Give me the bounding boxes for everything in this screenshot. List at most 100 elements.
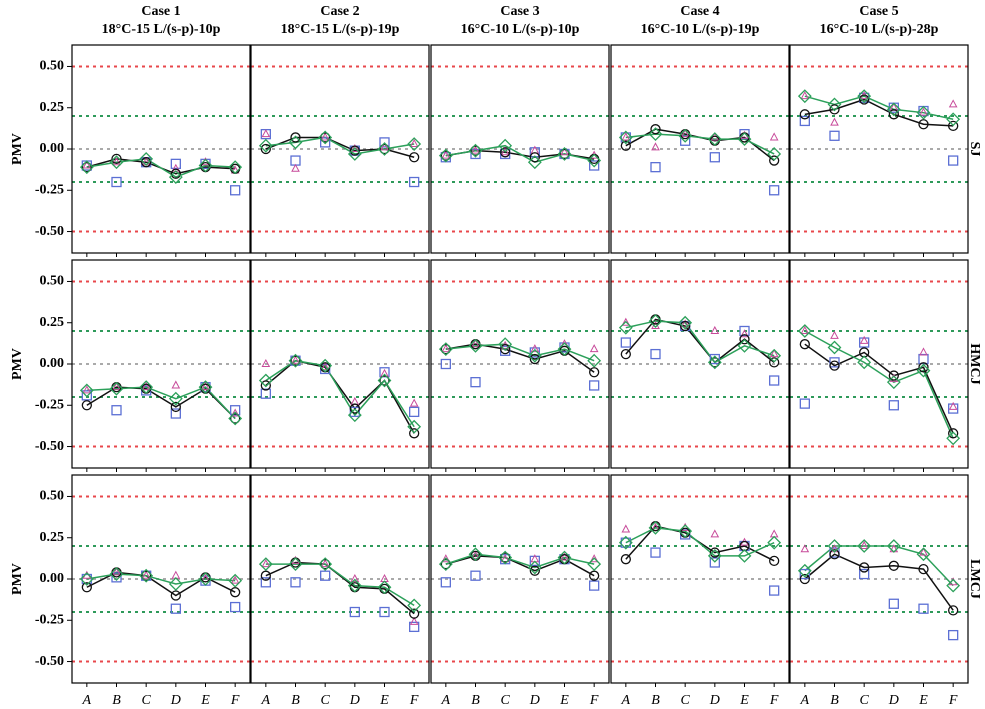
diamond-marker xyxy=(109,381,124,396)
diamond-marker xyxy=(916,105,931,120)
square-marker xyxy=(290,577,301,588)
triangle-marker xyxy=(471,550,480,559)
triangle-marker xyxy=(82,385,92,394)
diamond-marker xyxy=(707,132,722,147)
circle-marker xyxy=(349,403,360,414)
panel-frame xyxy=(430,259,610,469)
circle-marker xyxy=(559,148,570,160)
diamond-marker xyxy=(347,408,362,423)
circle-marker xyxy=(769,155,780,166)
circle-marker xyxy=(888,370,899,381)
circle-marker xyxy=(888,109,899,120)
diamond-marker xyxy=(79,383,94,398)
circle-marker xyxy=(170,590,181,601)
series-line xyxy=(265,563,415,607)
triangle-marker xyxy=(800,325,810,334)
diamond-marker xyxy=(587,153,602,168)
square-marker xyxy=(409,621,420,633)
square-marker xyxy=(320,137,331,148)
x-tick-label: C xyxy=(141,693,151,708)
diamond-marker xyxy=(946,112,961,127)
square-marker xyxy=(111,405,122,416)
diamond-marker xyxy=(648,127,663,142)
x-tick-label: A xyxy=(82,693,92,708)
circle-marker xyxy=(141,157,152,168)
square-marker xyxy=(440,358,451,370)
triangle-marker xyxy=(919,347,928,356)
triangle-marker xyxy=(589,554,599,563)
triangle-marker xyxy=(201,382,210,391)
diamond-marker xyxy=(498,138,513,153)
square-marker xyxy=(290,155,301,166)
triangle-marker xyxy=(261,559,271,568)
circle-marker xyxy=(709,547,720,558)
square-marker xyxy=(589,380,600,391)
circle-marker xyxy=(470,145,481,156)
square-marker xyxy=(589,580,600,591)
square-marker xyxy=(81,573,92,585)
diamond-marker xyxy=(228,411,243,426)
series-line xyxy=(445,343,595,362)
square-marker xyxy=(529,347,540,358)
triangle-marker xyxy=(621,132,631,141)
circle-marker xyxy=(709,357,720,368)
triangle-marker xyxy=(409,398,419,407)
square-marker xyxy=(769,585,780,596)
diamond-marker xyxy=(168,170,183,184)
column-title: Case 5 xyxy=(859,4,898,19)
diamond-marker xyxy=(407,419,422,434)
y-axis-label: PMV xyxy=(10,348,25,380)
x-tick-label: B xyxy=(830,693,839,708)
triangle-marker xyxy=(171,380,181,389)
circle-marker xyxy=(440,558,451,570)
circle-marker xyxy=(799,109,810,120)
circle-marker xyxy=(409,608,420,619)
square-marker xyxy=(320,570,331,581)
triangle-marker xyxy=(859,335,869,344)
diamond-marker xyxy=(498,550,513,565)
circle-marker xyxy=(379,375,390,386)
triangle-marker xyxy=(859,540,869,549)
circle-marker xyxy=(888,560,899,571)
triangle-marker xyxy=(261,358,271,367)
diamond-marker xyxy=(857,355,872,370)
circle-marker xyxy=(739,334,750,345)
panel-frame xyxy=(789,259,969,469)
square-marker xyxy=(230,601,241,613)
square-marker xyxy=(111,572,122,583)
y-tick-label: 0.00 xyxy=(40,141,65,156)
square-marker xyxy=(379,137,390,148)
diamond-marker xyxy=(168,391,183,406)
circle-marker xyxy=(320,132,331,143)
triangle-marker xyxy=(82,160,92,169)
diamond-marker xyxy=(438,342,453,357)
diamond-marker xyxy=(198,380,213,395)
diamond-marker xyxy=(618,535,633,550)
diamond-marker xyxy=(767,535,782,550)
triangle-marker xyxy=(230,575,240,584)
y-tick-label: 0.25 xyxy=(40,100,65,115)
circle-marker xyxy=(620,554,631,565)
x-tick-label: B xyxy=(112,693,121,708)
column-title: Case 1 xyxy=(141,4,180,19)
series-line xyxy=(625,527,775,557)
panel-frame xyxy=(610,259,790,469)
diamond-marker xyxy=(618,130,633,145)
triangle-marker xyxy=(261,129,271,138)
diamond-marker xyxy=(288,353,303,368)
square-marker xyxy=(948,403,959,414)
x-tick-label: F xyxy=(948,693,958,708)
circle-marker xyxy=(829,104,840,115)
y-tick-label: -0.50 xyxy=(35,439,64,454)
series-line xyxy=(265,561,415,615)
diamond-marker xyxy=(557,147,572,161)
square-marker xyxy=(859,337,870,348)
triangle-marker xyxy=(621,524,631,533)
square-marker xyxy=(349,406,360,418)
y-tick-label: 0.25 xyxy=(40,530,65,545)
circle-marker xyxy=(170,401,181,413)
diamond-marker xyxy=(857,539,872,553)
diamond-marker xyxy=(916,547,931,562)
circle-marker xyxy=(379,143,390,155)
